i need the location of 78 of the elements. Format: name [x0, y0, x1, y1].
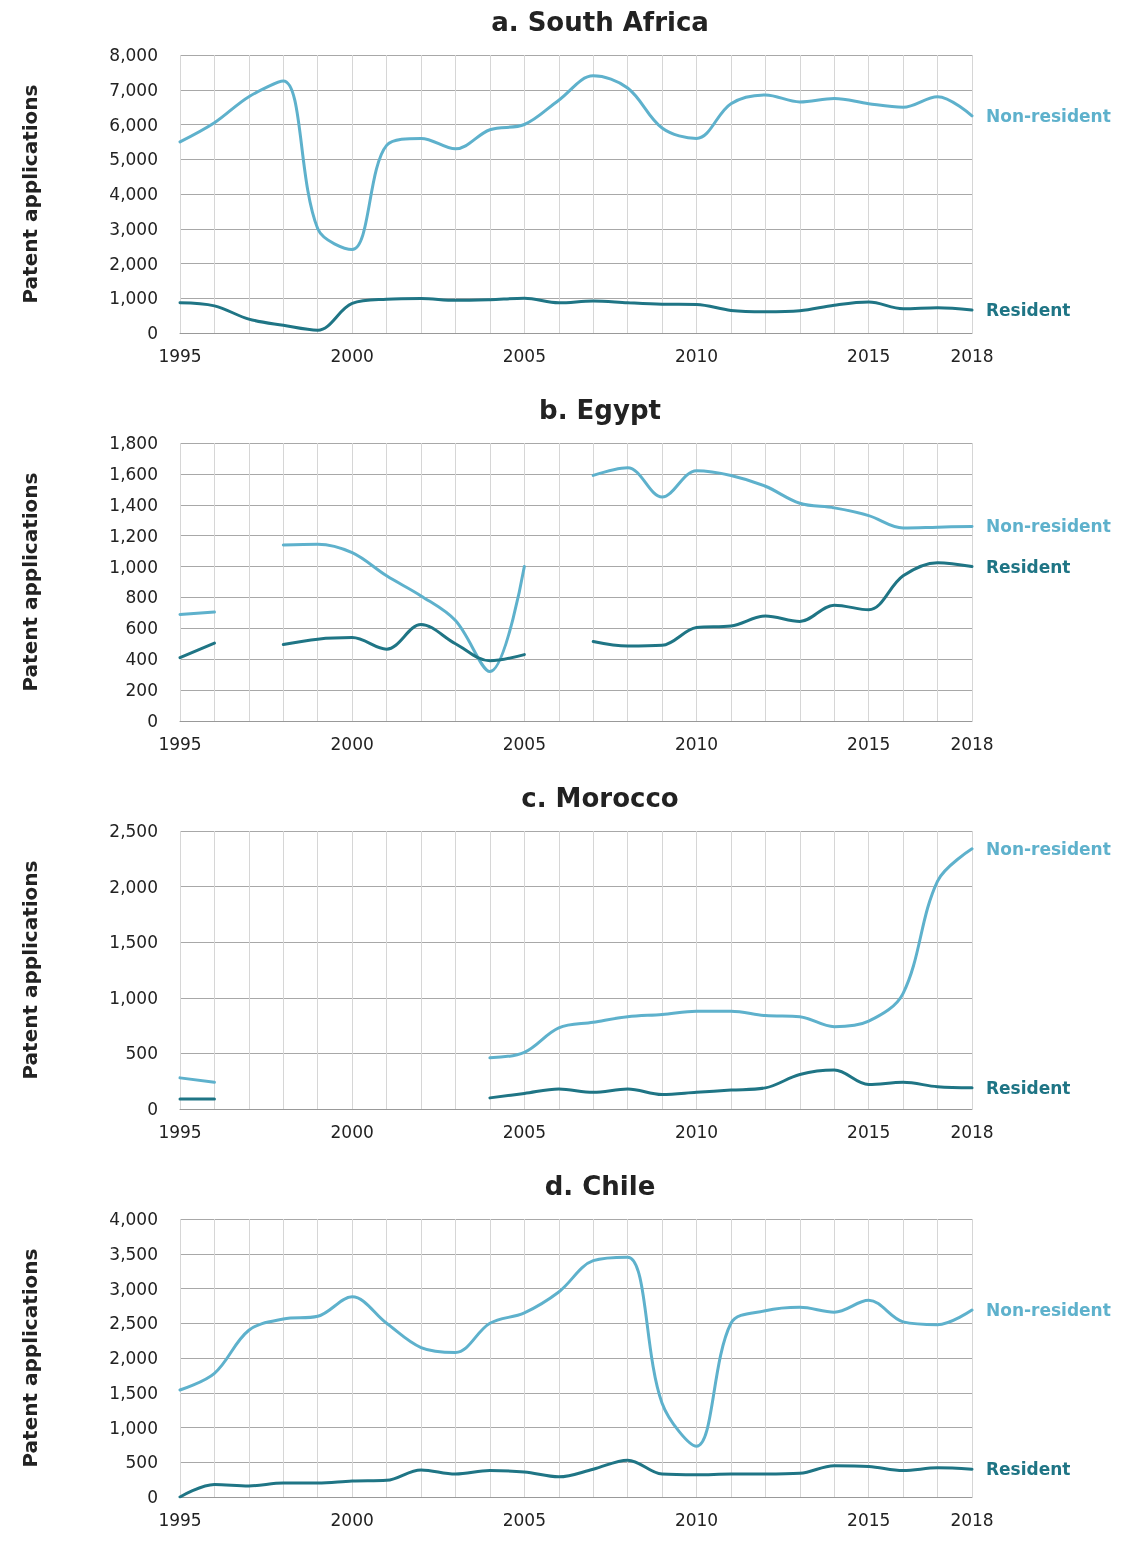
y-tick-label: 7,000: [109, 79, 158, 100]
x-tick-label: 2018: [950, 1509, 994, 1530]
x-tick-label: 2018: [950, 1121, 994, 1142]
y-tick-label: 1,600: [109, 463, 158, 484]
x-tick-label: 2015: [847, 733, 891, 754]
y-tick-label: 5,000: [109, 149, 158, 170]
series-label: Resident: [986, 1077, 1071, 1098]
x-tick-label: 1995: [158, 733, 202, 754]
series-label: Non-resident: [986, 838, 1111, 859]
y-tick-label: 1,000: [109, 556, 158, 577]
x-tick-label: 2010: [674, 345, 719, 366]
x-tick-label: 1995: [158, 1509, 202, 1530]
series-label: Resident: [986, 1459, 1071, 1480]
series-label: Resident: [986, 556, 1071, 577]
y-tick-label: 4,000: [109, 184, 158, 204]
chart-title: c. Morocco: [521, 783, 679, 813]
y-tick-label: 1,000: [109, 288, 158, 309]
y-tick-label: 600: [125, 618, 158, 639]
x-tick-label: 2000: [330, 733, 374, 754]
x-tick-label: 2005: [502, 345, 546, 366]
y-axis-title: Patent applications: [18, 860, 42, 1080]
y-tick-label: 800: [125, 587, 158, 608]
y-tick-label: 1,500: [109, 1382, 158, 1403]
y-tick-label: 3,500: [109, 1243, 158, 1264]
y-tick-label: 1,200: [109, 525, 158, 546]
x-tick-label: 1995: [158, 345, 202, 366]
y-tick-label: 3,000: [109, 1278, 158, 1299]
chart-title: d. Chile: [544, 1171, 656, 1201]
line-series: [178, 74, 974, 252]
x-tick-label: 2005: [502, 1509, 546, 1530]
series-label: Resident: [986, 300, 1071, 321]
x-tick-label: 2010: [674, 733, 719, 754]
x-tick-label: 2018: [950, 345, 994, 366]
line-series: [178, 1458, 974, 1499]
x-tick-label: 2010: [674, 1509, 719, 1530]
x-tick-label: 2015: [847, 1509, 891, 1530]
y-tick-label: 1,000: [109, 987, 158, 1008]
y-tick-label: 1,000: [109, 1417, 158, 1438]
y-tick-label: 8,000: [109, 45, 158, 65]
series-label: Non-resident: [986, 105, 1111, 126]
y-tick-label: 0: [147, 1487, 158, 1507]
y-tick-label: 4,000: [109, 1209, 158, 1229]
y-tick-label: 1,400: [109, 494, 158, 515]
x-tick-label: 2005: [502, 1121, 546, 1142]
y-tick-label: 1,800: [109, 433, 158, 453]
chart-title: b. Egypt: [539, 395, 661, 425]
x-tick-label: 2015: [847, 1121, 891, 1142]
x-tick-label: 2018: [950, 733, 994, 754]
y-tick-label: 2,500: [109, 1313, 158, 1334]
line-series: [178, 1255, 974, 1448]
y-tick-label: 2,000: [109, 253, 158, 274]
x-tick-label: 2000: [330, 1509, 374, 1530]
y-tick-label: 6,000: [109, 114, 158, 135]
y-tick-label: 2,500: [109, 821, 158, 841]
x-tick-label: 2015: [847, 345, 891, 366]
line-series: [178, 296, 974, 332]
x-tick-label: 2010: [674, 1121, 719, 1142]
y-tick-label: 0: [147, 711, 158, 731]
y-tick-label: 400: [125, 649, 158, 670]
x-tick-label: 2000: [330, 1121, 374, 1142]
y-tick-label: 3,000: [109, 218, 158, 239]
y-axis-title: Patent applications: [18, 472, 42, 692]
y-tick-label: 1,500: [109, 932, 158, 953]
series-label: Non-resident: [986, 516, 1111, 537]
y-tick-label: 500: [125, 1043, 158, 1064]
series-label: Non-resident: [986, 1300, 1111, 1321]
y-axis-title: Patent applications: [18, 1248, 42, 1468]
x-tick-label: 2000: [330, 345, 374, 366]
chart-title: a. South Africa: [491, 7, 709, 37]
y-tick-label: 0: [147, 323, 158, 343]
x-tick-label: 1995: [158, 1121, 202, 1142]
y-tick-label: 2,000: [109, 1348, 158, 1368]
y-tick-label: 200: [125, 680, 158, 701]
y-tick-label: 2,000: [109, 876, 158, 897]
y-tick-label: 0: [147, 1099, 158, 1119]
y-axis-title: Patent applications: [18, 84, 42, 304]
x-tick-label: 2005: [502, 733, 546, 754]
y-tick-label: 500: [125, 1452, 158, 1473]
